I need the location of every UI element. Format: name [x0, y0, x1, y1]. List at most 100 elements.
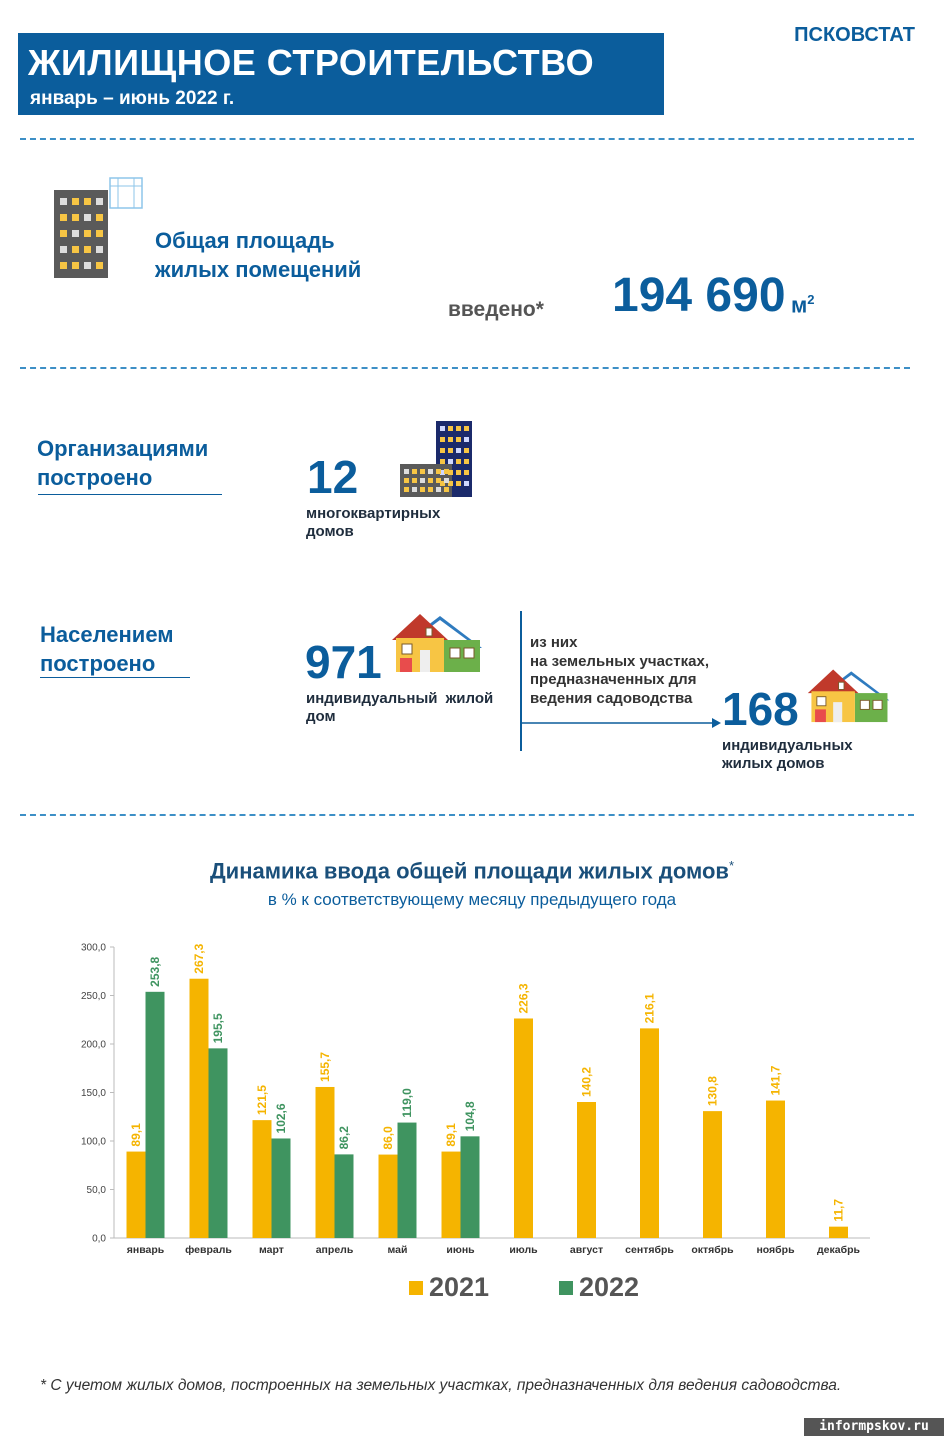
window: [464, 426, 469, 431]
x-tick-label: декабрь: [817, 1244, 860, 1256]
garden-desc-line1: индивидуальных: [722, 737, 853, 754]
window: [84, 246, 91, 253]
x-tick-label: июль: [509, 1244, 538, 1256]
window: [404, 487, 409, 492]
divider: [20, 367, 910, 369]
legend-swatch-2022: [559, 1281, 573, 1295]
garden-note-line4: ведения садоводства: [530, 689, 693, 707]
window: [444, 469, 449, 474]
y-tick-label: 50,0: [87, 1185, 107, 1196]
data-label-2022: 253,8: [148, 956, 162, 986]
window: [464, 470, 469, 475]
window: [464, 459, 469, 464]
window: [60, 198, 67, 205]
bar-2021: [829, 1226, 848, 1238]
data-label-2022: 195,5: [211, 1013, 225, 1043]
bar-2021: [514, 1018, 533, 1238]
bar-2021: [378, 1154, 398, 1238]
window: [440, 448, 445, 453]
total-area-label: Общая площадь жилых помещений: [155, 226, 361, 284]
chart-title-text: Динамика ввода общей площади жилых домов: [210, 858, 729, 884]
window: [456, 448, 461, 453]
window: [72, 262, 79, 269]
window: [428, 469, 433, 474]
window: [448, 470, 453, 475]
x-tick-label: апрель: [316, 1244, 354, 1256]
window: [420, 478, 425, 483]
window: [420, 487, 425, 492]
x-tick-label: февраль: [185, 1244, 232, 1256]
garden-note-line1: из них: [530, 634, 578, 651]
x-tick-label: май: [388, 1244, 408, 1256]
population-label: Населением построено: [40, 620, 174, 678]
window: [60, 230, 67, 237]
window: [96, 214, 103, 221]
window: [84, 230, 91, 237]
window: [440, 426, 445, 431]
data-label-2021: 130,8: [706, 1076, 720, 1106]
window: [428, 487, 433, 492]
data-label-2022: 102,6: [274, 1103, 288, 1133]
data-label-2021: 216,1: [643, 993, 657, 1023]
population-label-line2: построено: [40, 651, 156, 676]
legend-swatch-2021: [409, 1281, 423, 1295]
window: [440, 470, 445, 475]
watermark: informpskov.ru: [804, 1418, 944, 1436]
window: [60, 246, 67, 253]
bar-2021: [126, 1151, 146, 1238]
window: [456, 459, 461, 464]
bar-2021: [441, 1151, 461, 1238]
window: [96, 246, 103, 253]
data-label-2021: 89,1: [129, 1123, 143, 1147]
footnote: * С учетом жилых домов, построенных на з…: [40, 1377, 842, 1394]
window: [456, 470, 461, 475]
window: [96, 230, 103, 237]
x-tick-label: август: [570, 1244, 603, 1256]
window: [60, 214, 67, 221]
x-tick-label: март: [259, 1244, 284, 1256]
window: [84, 262, 91, 269]
bar-2022: [460, 1136, 480, 1238]
window: [436, 478, 441, 483]
bar-2022: [397, 1122, 417, 1238]
bar-2022: [208, 1048, 228, 1238]
page-title: ЖИЛИЩНОЕ СТРОИТЕЛЬСТВО: [28, 42, 595, 83]
unit-base: м: [791, 292, 808, 318]
garden-desc-line2: жилых домов: [722, 755, 825, 772]
organizations-underline: [38, 494, 222, 495]
divider: [20, 138, 914, 140]
window: [60, 262, 67, 269]
total-area-label-line1: Общая площадь: [155, 228, 335, 253]
bar-2022: [145, 991, 165, 1238]
window: [404, 469, 409, 474]
population-desc-line1: индивидуальный жилой: [306, 690, 494, 707]
buildings-icon: [400, 421, 472, 497]
data-label-2021: 11,7: [832, 1199, 846, 1222]
x-tick-label: октябрь: [691, 1244, 734, 1256]
data-label-2021: 140,2: [580, 1067, 594, 1097]
garden-desc: индивидуальных жилых домов: [722, 737, 853, 773]
garden-note: из них на земельных участках, предназнач…: [530, 634, 709, 708]
population-separator: [520, 611, 522, 751]
x-tick-label: ноябрь: [756, 1244, 795, 1256]
window: [448, 481, 453, 486]
brand-logo-text: ПСКОВСТАТ: [794, 24, 915, 46]
total-area-label-line2: жилых помещений: [155, 257, 362, 282]
window: [72, 214, 79, 221]
window: [448, 459, 453, 464]
page-period: январь – июнь 2022 г.: [30, 88, 235, 109]
y-tick-label: 300,0: [81, 943, 106, 954]
data-label-2021: 86,0: [381, 1126, 395, 1150]
bar-2021: [189, 978, 209, 1238]
window: [436, 469, 441, 474]
window: [444, 487, 449, 492]
total-area-value: 194 690: [612, 269, 786, 322]
data-label-2022: 86,2: [337, 1126, 351, 1150]
houses-icon: [392, 614, 482, 672]
data-label-2021: 89,1: [444, 1123, 458, 1147]
population-label-line1: Населением: [40, 622, 174, 647]
y-tick-label: 0,0: [92, 1234, 106, 1245]
bar-2021: [703, 1111, 722, 1238]
population-count: 971: [305, 636, 382, 688]
bar-2021: [640, 1028, 659, 1238]
